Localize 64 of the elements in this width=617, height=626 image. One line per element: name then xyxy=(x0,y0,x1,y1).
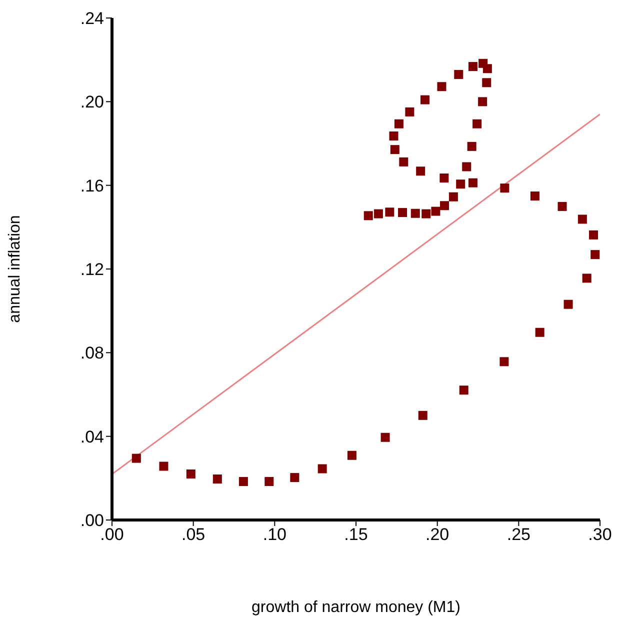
point xyxy=(588,230,598,240)
point xyxy=(440,201,449,210)
point xyxy=(535,328,544,337)
y-tick-label: .04 xyxy=(80,427,104,446)
point xyxy=(454,70,464,79)
point xyxy=(390,145,400,154)
point xyxy=(448,192,458,202)
point xyxy=(440,174,449,183)
x-axis-title: growth of narrow money (M1) xyxy=(252,599,460,616)
point xyxy=(318,464,327,474)
point xyxy=(159,462,168,471)
point xyxy=(132,454,141,463)
point xyxy=(500,184,510,193)
point xyxy=(290,473,300,482)
x-tick-label: .20 xyxy=(426,525,450,544)
y-tick-label: .20 xyxy=(80,92,104,112)
point xyxy=(405,107,414,116)
point xyxy=(468,178,478,188)
point xyxy=(364,211,373,220)
point xyxy=(564,300,573,309)
x-tick-label: .30 xyxy=(588,525,612,544)
x-tick-label: .05 xyxy=(182,525,206,544)
point xyxy=(478,97,488,106)
x-tick-label: .10 xyxy=(262,525,286,544)
point xyxy=(437,82,446,92)
y-tick-label: .12 xyxy=(80,260,104,280)
point xyxy=(472,119,482,128)
point xyxy=(385,208,394,217)
point xyxy=(416,166,426,176)
point xyxy=(399,157,408,166)
point xyxy=(347,450,356,460)
point xyxy=(467,142,476,151)
point xyxy=(420,95,430,104)
point xyxy=(478,58,488,68)
x-tick-label: .25 xyxy=(506,525,530,544)
point xyxy=(398,208,408,218)
point xyxy=(264,477,274,486)
point xyxy=(530,192,540,200)
point xyxy=(431,206,440,216)
y-tick-label: .16 xyxy=(80,176,104,196)
point xyxy=(578,214,587,224)
y-tick-label: .08 xyxy=(80,344,104,363)
point xyxy=(186,469,196,478)
point xyxy=(482,78,492,88)
point xyxy=(590,250,600,260)
point xyxy=(468,62,478,72)
y-tick-label: .24 xyxy=(80,9,104,28)
y-axis-title: annual inflation xyxy=(6,215,24,323)
point xyxy=(558,202,567,211)
point xyxy=(422,209,431,218)
point xyxy=(212,474,222,484)
point xyxy=(238,477,248,486)
point xyxy=(582,274,592,283)
point xyxy=(456,180,466,189)
point xyxy=(389,131,398,140)
point xyxy=(459,386,468,395)
point xyxy=(462,162,472,172)
point xyxy=(418,410,428,420)
x-tick-label: .15 xyxy=(344,525,368,544)
point xyxy=(374,209,383,218)
point xyxy=(410,208,420,218)
point xyxy=(380,432,390,442)
point xyxy=(500,357,509,366)
point xyxy=(394,119,404,128)
